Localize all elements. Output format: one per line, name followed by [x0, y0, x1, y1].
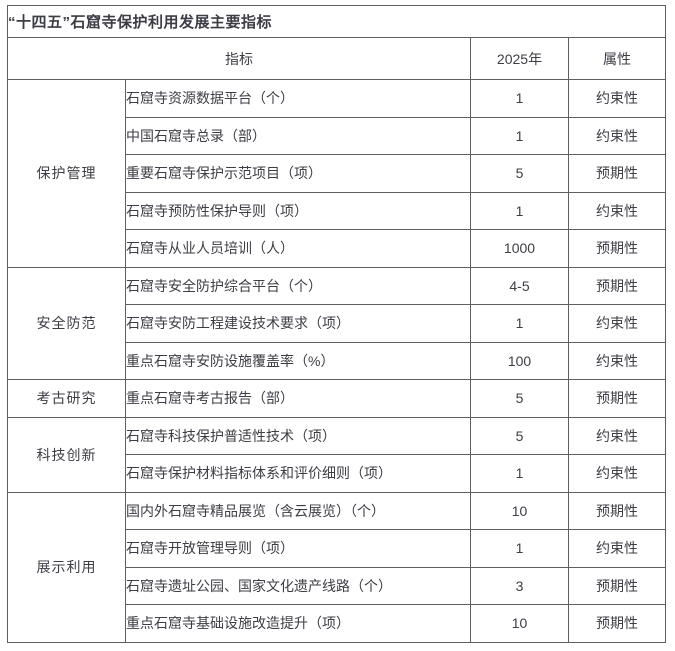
- table-row: 中国石窟寺总录（部） 1 约束性: [8, 116, 667, 155]
- attribute-cell: 约束性: [567, 191, 667, 230]
- category-cell: 安全防范: [7, 266, 126, 380]
- attribute-cell: 约束性: [567, 304, 667, 343]
- value-2025-cell: 10: [470, 604, 569, 643]
- table-row: 重点石窟寺安防设施覆盖率（%） 100 约束性: [8, 341, 667, 380]
- table-header-row: 指标 2025年 属性: [7, 37, 667, 80]
- value-2025-cell: 5: [470, 416, 569, 455]
- indicator-cell: 重点石窟寺安防设施覆盖率（%）: [125, 341, 471, 380]
- attribute-cell: 约束性: [567, 454, 667, 493]
- category-cell: 展示利用: [7, 491, 126, 643]
- indicator-cell: 重点石窟寺考古报告（部）: [125, 379, 471, 418]
- value-2025-cell: 1000: [470, 229, 569, 268]
- value-2025-cell: 1: [470, 529, 569, 568]
- indicator-cell: 石窟寺从业人员培训（人）: [125, 229, 471, 268]
- table-row: 石窟寺从业人员培训（人） 1000 预期性: [8, 229, 667, 268]
- table-row: 石窟寺遗址公园、国家文化遗产线路（个） 3 预期性: [8, 566, 667, 605]
- attribute-cell: 预期性: [567, 379, 667, 418]
- table-row: 考古研究 重点石窟寺考古报告（部） 5 预期性: [7, 379, 667, 418]
- indicator-cell: 重要石窟寺保护示范项目（项）: [125, 154, 471, 193]
- indicator-cell: 石窟寺预防性保护导则（项）: [125, 191, 471, 230]
- attribute-cell: 预期性: [567, 266, 667, 305]
- value-2025-cell: 5: [470, 379, 569, 418]
- attribute-cell: 预期性: [567, 229, 667, 268]
- table-title-row: “十四五”石窟寺保护利用发展主要指标: [6, 5, 667, 38]
- attribute-cell: 约束性: [567, 79, 667, 118]
- table-row: 展示利用 国内外石窟寺精品展览（含云展览）（个） 10 预期性: [7, 491, 667, 643]
- value-2025-cell: 1: [470, 116, 569, 155]
- indicator-table: “十四五”石窟寺保护利用发展主要指标 指标 2025年 属性 保护管理 石窟寺资源…: [6, 5, 667, 643]
- attribute-cell: 预期性: [567, 604, 667, 643]
- table-row: 安全防范 石窟寺安全防护综合平台（个） 4-5 预期性: [7, 266, 667, 380]
- indicator-cell: 中国石窟寺总录（部）: [125, 116, 471, 155]
- table-title: “十四五”石窟寺保护利用发展主要指标: [6, 5, 667, 38]
- value-2025-cell: 1: [470, 79, 569, 118]
- column-header-attribute: 属性: [567, 37, 667, 80]
- indicator-cell: 石窟寺保护材料指标体系和评价细则（项）: [125, 454, 471, 493]
- attribute-cell: 约束性: [567, 529, 667, 568]
- value-2025-cell: 1: [470, 454, 569, 493]
- table-row: 重点石窟寺基础设施改造提升（项） 10 预期性: [8, 604, 667, 643]
- indicator-cell: 石窟寺科技保护普适性技术（项）: [125, 416, 471, 455]
- indicator-cell: 石窟寺安防工程建设技术要求（项）: [125, 304, 471, 343]
- column-header-2025: 2025年: [470, 37, 569, 80]
- attribute-cell: 约束性: [567, 116, 667, 155]
- value-2025-cell: 5: [470, 154, 569, 193]
- attribute-cell: 约束性: [567, 416, 667, 455]
- column-header-indicator: 指标: [7, 37, 471, 80]
- attribute-cell: 约束性: [567, 341, 667, 380]
- value-2025-cell: 4-5: [470, 266, 569, 305]
- indicator-cell: 石窟寺资源数据平台（个）: [125, 79, 471, 118]
- attribute-cell: 预期性: [567, 491, 667, 530]
- value-2025-cell: 10: [470, 491, 569, 530]
- table-row: 石窟寺保护材料指标体系和评价细则（项） 1 约束性: [8, 454, 667, 493]
- value-2025-cell: 3: [470, 566, 569, 605]
- category-cell: 考古研究: [7, 379, 126, 418]
- table-head: “十四五”石窟寺保护利用发展主要指标 指标 2025年 属性: [6, 5, 667, 80]
- indicator-cell: 石窟寺开放管理导则（项）: [125, 529, 471, 568]
- category-cell: 科技创新: [7, 416, 126, 493]
- table-row: 保护管理 石窟寺资源数据平台（个） 1 约束性: [7, 79, 667, 268]
- value-2025-cell: 1: [470, 304, 569, 343]
- table-row: 石窟寺预防性保护导则（项） 1 约束性: [8, 191, 667, 230]
- table-row: 科技创新 石窟寺科技保护普适性技术（项） 5 约束性: [7, 416, 667, 493]
- indicator-cell: 石窟寺遗址公园、国家文化遗产线路（个）: [125, 566, 471, 605]
- value-2025-cell: 100: [470, 341, 569, 380]
- value-2025-cell: 1: [470, 191, 569, 230]
- attribute-cell: 预期性: [567, 154, 667, 193]
- category-cell: 保护管理: [7, 79, 126, 268]
- table-row: 石窟寺安防工程建设技术要求（项） 1 约束性: [8, 304, 667, 343]
- table-body: 保护管理 石窟寺资源数据平台（个） 1 约束性 中国石窟寺总录（部） 1 约束性 重要石窟寺保…: [7, 79, 667, 643]
- attribute-cell: 预期性: [567, 566, 667, 605]
- table-row: 重要石窟寺保护示范项目（项） 5 预期性: [8, 154, 667, 193]
- indicator-cell: 国内外石窟寺精品展览（含云展览）（个）: [125, 491, 471, 530]
- indicator-cell: 重点石窟寺基础设施改造提升（项）: [125, 604, 471, 643]
- table-row: 石窟寺开放管理导则（项） 1 约束性: [8, 529, 667, 568]
- indicator-cell: 石窟寺安全防护综合平台（个）: [125, 266, 471, 305]
